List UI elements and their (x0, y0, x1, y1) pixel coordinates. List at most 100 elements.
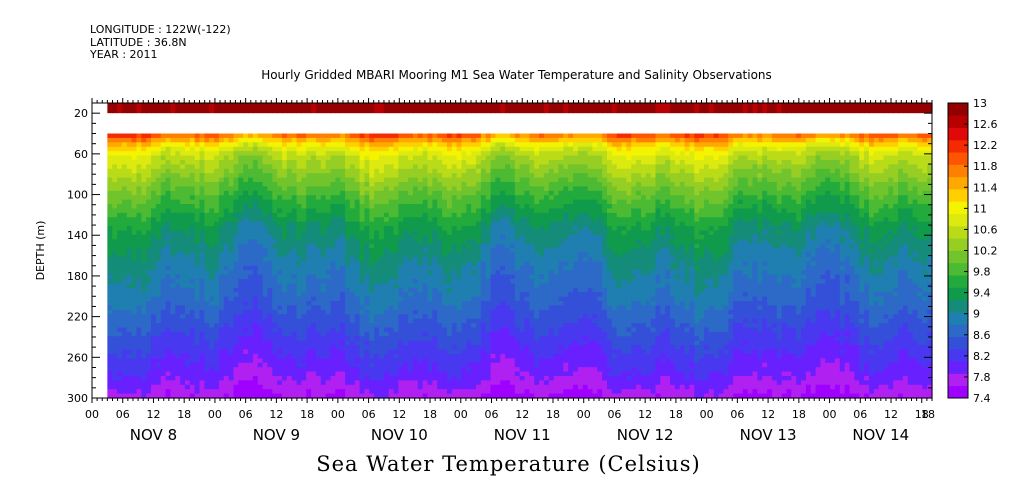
heatmap-cell (335, 204, 341, 210)
heatmap-cell (272, 159, 278, 165)
heatmap-cell (180, 248, 186, 254)
heatmap-cell (184, 375, 191, 381)
heatmap-cell (408, 371, 414, 377)
heatmap-cell (471, 296, 477, 302)
heatmap-cell (427, 168, 433, 174)
heatmap-cell (374, 362, 380, 368)
heatmap-cell (412, 252, 419, 258)
heatmap-cell (218, 367, 225, 373)
heatmap-cell (228, 340, 235, 346)
heatmap-cell (165, 371, 172, 377)
heatmap-cell (437, 155, 443, 161)
heatmap-cell (238, 204, 244, 210)
heatmap-cell (403, 309, 409, 315)
heatmap-cell (340, 283, 346, 289)
heatmap-cell (349, 380, 356, 386)
heatmap-cell (214, 182, 220, 188)
heatmap-cell (160, 234, 167, 240)
heatmap-cell (422, 137, 429, 143)
heatmap-cell (466, 204, 472, 210)
heatmap-cell (340, 243, 346, 249)
heatmap-cell (136, 274, 142, 280)
heatmap-cell (461, 323, 467, 329)
heatmap-cell (437, 234, 443, 240)
heatmap-cell (437, 221, 443, 227)
heatmap-cell (146, 323, 152, 329)
heatmap-cell (218, 371, 225, 377)
heatmap-cell (262, 349, 269, 355)
heatmap-cell (281, 234, 288, 240)
heatmap-cell (403, 221, 409, 227)
heatmap-cell (141, 234, 147, 240)
heatmap-cell (311, 146, 317, 152)
heatmap-cell (495, 155, 501, 161)
heatmap-cell (151, 367, 157, 373)
heatmap-cell (476, 182, 482, 188)
heatmap-cell (437, 208, 443, 214)
heatmap-cell (451, 142, 458, 148)
surface-cell (485, 103, 492, 114)
heatmap-cell (228, 296, 235, 302)
heatmap-cell (184, 159, 191, 165)
heatmap-cell (335, 133, 341, 139)
heatmap-cell (325, 358, 332, 364)
heatmap-cell (345, 155, 351, 161)
heatmap-cell (131, 217, 138, 223)
heatmap-cell (175, 142, 181, 148)
heatmap-cell (471, 336, 477, 342)
heatmap-cell (364, 301, 370, 307)
heatmap-cell (383, 155, 390, 161)
heatmap-cell (354, 199, 361, 205)
heatmap-cell (194, 177, 201, 183)
heatmap-cell (199, 164, 205, 170)
heatmap-cell (175, 358, 181, 364)
heatmap-cell (393, 199, 400, 205)
heatmap-cell (252, 195, 259, 201)
heatmap-cell (218, 217, 225, 223)
heatmap-cell (369, 159, 375, 165)
heatmap-cell (330, 195, 336, 201)
heatmap-cell (359, 151, 366, 157)
heatmap-cell (204, 270, 210, 276)
heatmap-cell (228, 270, 235, 276)
heatmap-cell (403, 248, 409, 254)
heatmap-cell (345, 173, 351, 179)
heatmap-cell (461, 318, 467, 324)
heatmap-cell (315, 239, 322, 245)
heatmap-cell (427, 151, 433, 157)
heatmap-cell (335, 296, 341, 302)
heatmap-cell (262, 375, 269, 381)
heatmap-cell (417, 226, 424, 232)
heatmap-cell (471, 159, 477, 165)
heatmap-cell (175, 283, 181, 289)
heatmap-cell (315, 318, 322, 324)
heatmap-cell (277, 278, 283, 284)
heatmap-cell (131, 137, 138, 143)
heatmap-cell (490, 331, 497, 337)
heatmap-cell (320, 265, 327, 271)
heatmap-cell (306, 230, 312, 236)
heatmap-cell (209, 345, 215, 351)
heatmap-cell (335, 208, 341, 214)
heatmap-cell (403, 252, 409, 258)
heatmap-cell (243, 226, 249, 232)
heatmap-cell (267, 221, 273, 227)
heatmap-cell (277, 314, 283, 320)
heatmap-cell (471, 287, 477, 293)
heatmap-cell (262, 362, 269, 368)
heatmap-cell (446, 283, 453, 289)
heatmap-cell (461, 358, 467, 364)
heatmap-cell (417, 380, 424, 386)
heatmap-cell (112, 331, 118, 337)
heatmap-cell (340, 230, 346, 236)
heatmap-cell (117, 164, 123, 170)
heatmap-cell (466, 190, 472, 196)
heatmap-cell (374, 256, 380, 262)
heatmap-cell (214, 358, 220, 364)
heatmap-cell (228, 137, 235, 143)
heatmap-cell (233, 173, 239, 179)
heatmap-cell (354, 393, 361, 399)
heatmap-cell (369, 173, 375, 179)
heatmap-cell (476, 230, 482, 236)
heatmap-cell (349, 173, 356, 179)
